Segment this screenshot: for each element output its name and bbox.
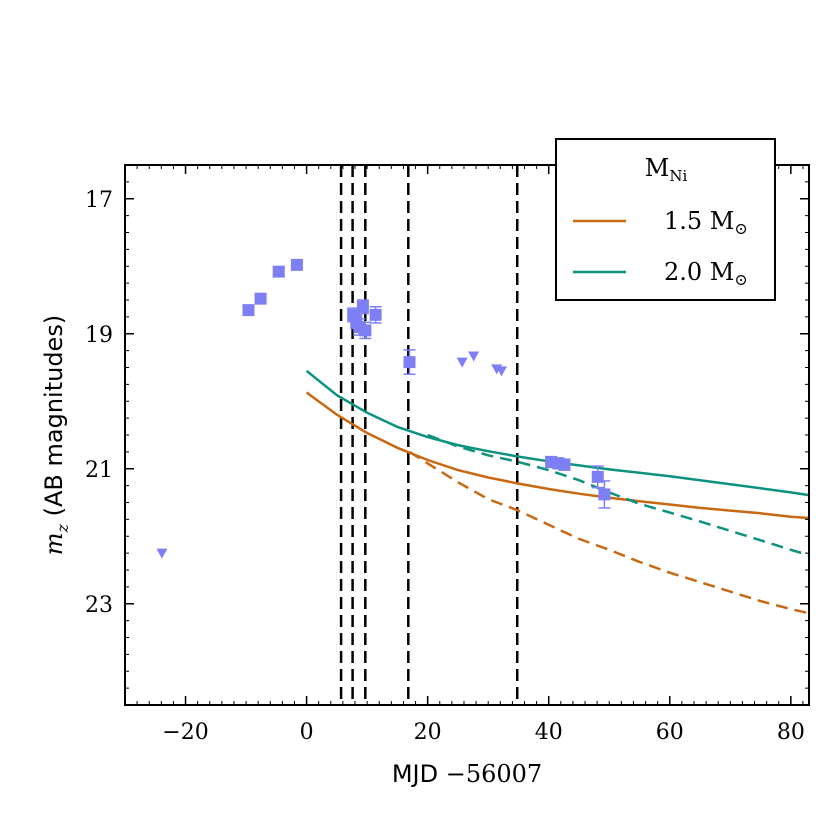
detection-point-0 [242, 304, 255, 317]
detection-point-2 [272, 265, 285, 278]
detection-point-10 [403, 356, 416, 369]
x-tick-label: 20 [414, 720, 442, 745]
y-tick-label: 19 [85, 323, 113, 348]
y-tick-label: 17 [85, 188, 113, 213]
detection-point-13 [558, 458, 571, 471]
data-points [156, 258, 611, 559]
x-tick-label: 60 [656, 720, 684, 745]
detection-point-15 [598, 488, 611, 501]
detection-point-3 [290, 258, 303, 271]
vertical-reference-lines [339, 165, 519, 705]
legend-entry-2.0: 2.0 M⊙ [664, 258, 748, 289]
x-tick-label: 0 [300, 720, 314, 745]
detection-point-8 [359, 324, 372, 337]
legend-entry-1.5: 1.5 M⊙ [664, 207, 748, 238]
series-line-3 [427, 433, 810, 557]
detection-point-1 [254, 292, 267, 305]
upper-limit-point-4 [496, 366, 508, 377]
x-tick-label: 40 [535, 720, 563, 745]
series-line-0 [305, 391, 810, 520]
x-tick-label: −20 [162, 720, 208, 745]
detection-point-9 [369, 308, 382, 321]
y-tick-label: 23 [85, 593, 113, 618]
series-line-2 [408, 450, 810, 615]
detection-point-14 [591, 470, 604, 483]
x-tick-label: 80 [777, 720, 805, 745]
y-tick-label: 21 [85, 458, 113, 483]
x-axis-label: MJD −56007 [392, 760, 542, 788]
upper-limit-point-0 [156, 548, 168, 559]
y-axis-label: mz (AB magnitudes) [40, 315, 72, 555]
detection-point-7 [356, 300, 369, 313]
upper-limit-point-2 [468, 351, 480, 362]
upper-limit-point-1 [456, 357, 468, 368]
legend-title: MNi [645, 154, 688, 185]
legend: MNi 1.5 M⊙ 2.0 M⊙ [555, 138, 776, 301]
